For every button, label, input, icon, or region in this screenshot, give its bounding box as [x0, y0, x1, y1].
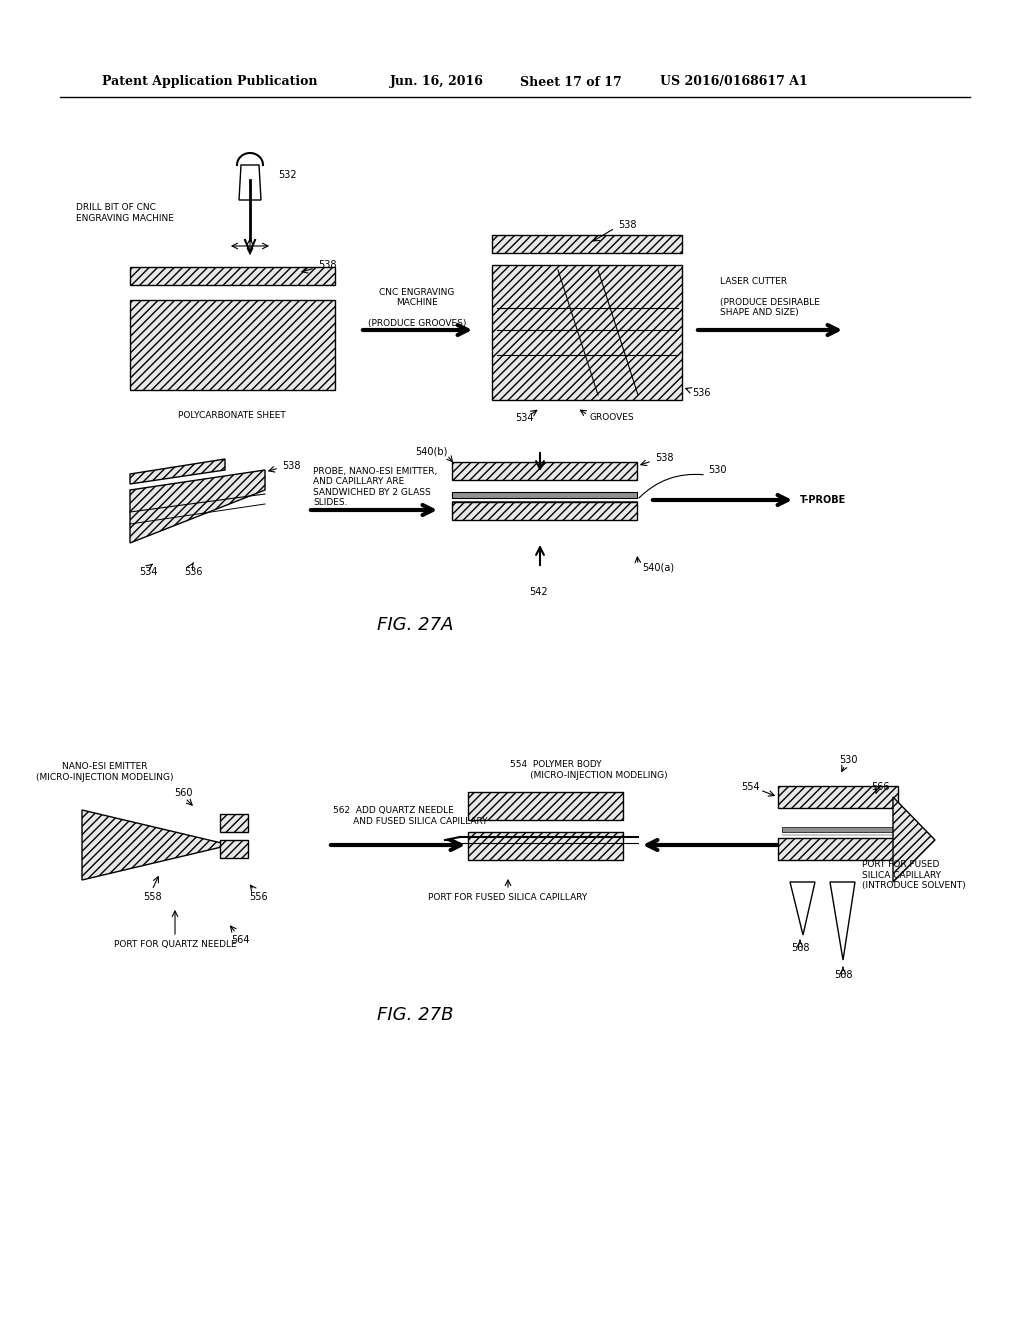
Text: PORT FOR FUSED SILICA CAPILLARY: PORT FOR FUSED SILICA CAPILLARY [428, 894, 588, 903]
Bar [220, 840, 248, 858]
Text: 554: 554 [740, 781, 760, 792]
Text: 562  ADD QUARTZ NEEDLE
       AND FUSED SILICA CAPILLARY: 562 ADD QUARTZ NEEDLE AND FUSED SILICA C… [333, 807, 487, 826]
Text: 540(a): 540(a) [642, 564, 674, 573]
Text: 538: 538 [618, 220, 637, 230]
Text: Jun. 16, 2016: Jun. 16, 2016 [390, 75, 484, 88]
Bar [782, 828, 894, 832]
Text: 568: 568 [791, 942, 809, 953]
Text: 540(b): 540(b) [416, 447, 449, 457]
Text: LASER CUTTER

(PRODUCE DESIRABLE
SHAPE AND SIZE): LASER CUTTER (PRODUCE DESIRABLE SHAPE AN… [720, 277, 820, 317]
Text: 558: 558 [142, 892, 162, 902]
Bar [130, 267, 335, 285]
Polygon shape [830, 882, 855, 960]
Text: 538: 538 [282, 461, 300, 471]
Text: 560: 560 [174, 788, 193, 799]
Text: 566: 566 [870, 781, 889, 792]
Text: 536: 536 [183, 568, 203, 577]
Bar [492, 265, 682, 400]
Polygon shape [893, 797, 935, 882]
Text: PROBE, NANO-ESI EMITTER,
AND CAPILLARY ARE
SANDWICHED BY 2 GLASS
SLIDES.: PROBE, NANO-ESI EMITTER, AND CAPILLARY A… [313, 467, 437, 507]
Text: T-PROBE: T-PROBE [800, 495, 846, 506]
Text: 532: 532 [278, 170, 297, 180]
Bar [468, 792, 623, 820]
Bar [220, 814, 248, 832]
Text: 554  POLYMER BODY
       (MICRO-INJECTION MODELING): 554 POLYMER BODY (MICRO-INJECTION MODELI… [510, 760, 668, 780]
Text: 534: 534 [515, 413, 534, 422]
Text: 538: 538 [655, 453, 674, 463]
Text: 530: 530 [839, 755, 857, 766]
Polygon shape [82, 810, 230, 880]
Text: PORT FOR FUSED
SILICA CAPILLARY
(INTRODUCE SOLVENT): PORT FOR FUSED SILICA CAPILLARY (INTRODU… [862, 861, 966, 890]
Text: 534: 534 [138, 568, 158, 577]
Text: Sheet 17 of 17: Sheet 17 of 17 [520, 75, 622, 88]
Text: 542: 542 [528, 587, 547, 597]
Bar [452, 462, 637, 480]
Bar [492, 235, 682, 253]
Text: 530: 530 [708, 465, 726, 475]
Polygon shape [239, 165, 261, 201]
Text: 556: 556 [249, 892, 267, 902]
Bar [778, 785, 898, 808]
Text: Patent Application Publication: Patent Application Publication [102, 75, 317, 88]
Text: 564: 564 [230, 935, 249, 945]
Polygon shape [130, 470, 265, 543]
Text: 536: 536 [692, 388, 711, 399]
Text: GROOVES: GROOVES [590, 413, 635, 422]
Text: 538: 538 [318, 260, 337, 271]
Text: 568: 568 [834, 970, 852, 979]
Text: FIG. 27B: FIG. 27B [377, 1006, 454, 1024]
Polygon shape [790, 882, 815, 935]
Text: DRILL BIT OF CNC
ENGRAVING MACHINE: DRILL BIT OF CNC ENGRAVING MACHINE [76, 203, 174, 223]
Text: CNC ENGRAVING
MACHINE

(PRODUCE GROOVES): CNC ENGRAVING MACHINE (PRODUCE GROOVES) [368, 288, 466, 329]
Text: NANO-ESI EMITTER
(MICRO-INJECTION MODELING): NANO-ESI EMITTER (MICRO-INJECTION MODELI… [36, 762, 174, 781]
Bar [452, 492, 637, 498]
Bar [468, 832, 623, 861]
Bar [452, 502, 637, 520]
Bar [778, 838, 898, 861]
Bar [130, 300, 335, 389]
Text: PORT FOR QUARTZ NEEDLE: PORT FOR QUARTZ NEEDLE [114, 940, 237, 949]
Polygon shape [130, 459, 225, 484]
Text: POLYCARBONATE SHEET: POLYCARBONATE SHEET [178, 411, 286, 420]
Text: US 2016/0168617 A1: US 2016/0168617 A1 [660, 75, 808, 88]
Text: FIG. 27A: FIG. 27A [377, 616, 454, 634]
